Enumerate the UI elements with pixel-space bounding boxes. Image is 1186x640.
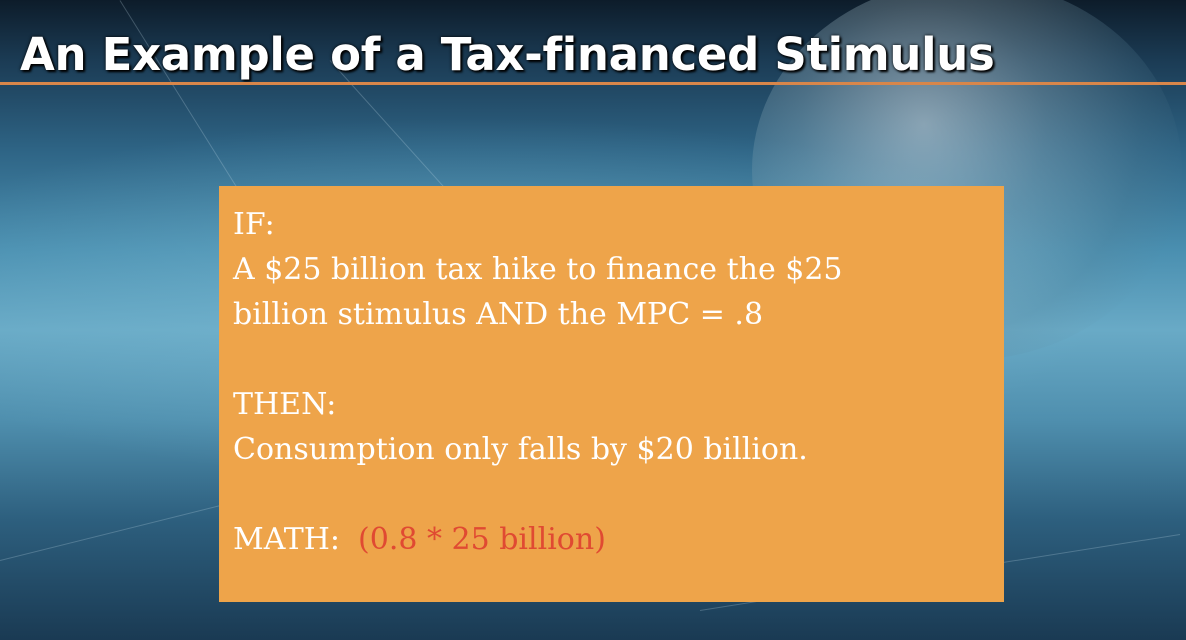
math-line: MATH: (0.8 * 25 billion) [233, 517, 990, 562]
math-label: MATH: [233, 522, 341, 557]
if-line-2: billion stimulus AND the MPC = .8 [233, 297, 764, 332]
if-label: IF: [233, 207, 275, 242]
then-label: THEN: [233, 387, 337, 422]
slide-title: An Example of a Tax-financed Stimulus [20, 28, 995, 81]
then-line: Consumption only falls by $20 billion. [233, 432, 808, 467]
math-value: (0.8 * 25 billion) [358, 522, 606, 557]
if-line-1: A $25 billion tax hike to finance the $2… [233, 252, 843, 287]
spacer [233, 337, 990, 382]
title-bar: An Example of a Tax-financed Stimulus [0, 0, 1186, 86]
title-underline [0, 82, 1186, 85]
spacer [233, 472, 990, 517]
content-box: IF: A $25 billion tax hike to finance th… [219, 186, 1004, 602]
